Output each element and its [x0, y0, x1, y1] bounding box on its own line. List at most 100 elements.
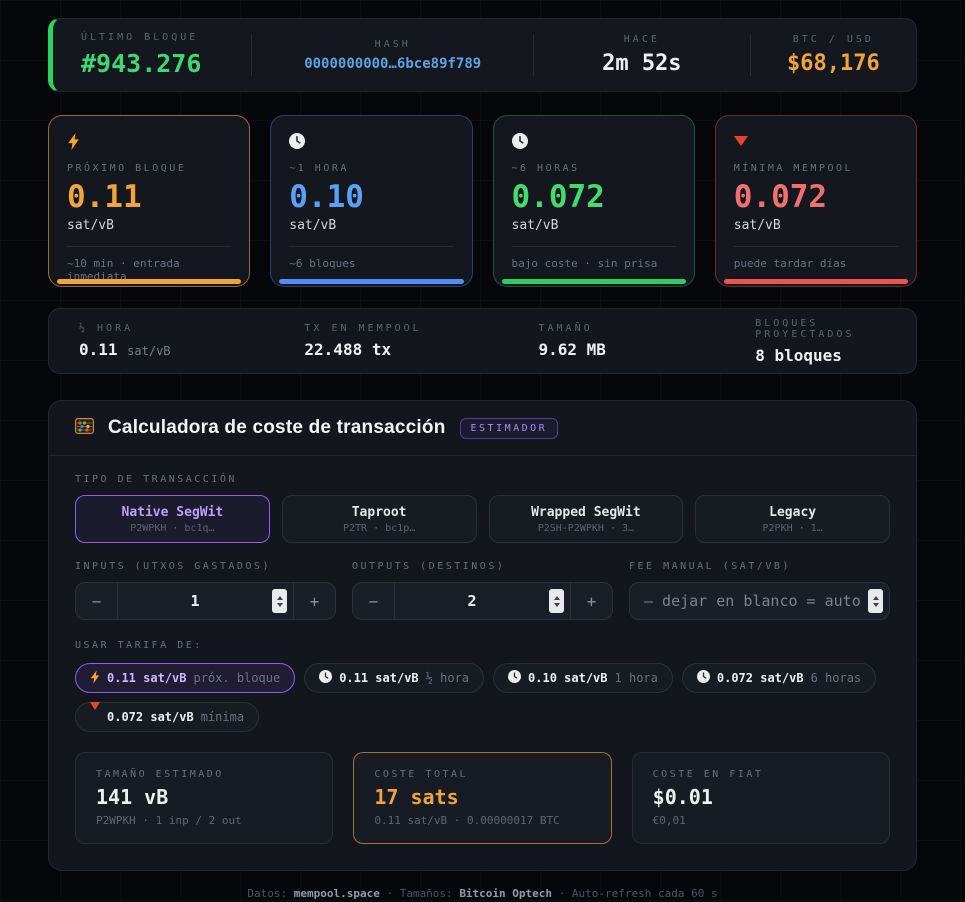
inputs-stepper: − + — [75, 582, 336, 620]
divider — [749, 34, 751, 76]
tariff-chips: 0.11 sat/vB próx. bloque 0.11 sat/vB ½ h… — [75, 663, 890, 732]
fee-card-label: MÍNIMA MEMPOOL — [733, 163, 854, 174]
tx-type-sub: P2PKH · 1… — [762, 522, 823, 534]
fee-card-minimum: MÍNIMA MEMPOOL 0.072 sat/vB puede tardar… — [714, 115, 917, 287]
chip-suffix: 6 horas — [810, 671, 862, 685]
outputs-decrement-button[interactable]: − — [353, 583, 395, 619]
time-ago-value: 2m 52s — [602, 51, 682, 76]
accent-bar — [501, 279, 686, 284]
tx-type-name: Native SegWit — [121, 504, 224, 520]
footer: Datos: mempool.space · Tamaños: Bitcoin … — [48, 887, 917, 900]
estimator-badge: ESTIMADOR — [459, 417, 559, 439]
fee-card-note: puede tardar días — [733, 257, 847, 270]
footer-mid: · Tamaños: — [379, 887, 460, 900]
tx-type-name: Wrapped SegWit — [531, 504, 641, 520]
fee-cards-row: PRÓXIMO BLOQUE 0.11 sat/vB ~10 min · ent… — [48, 115, 917, 287]
chip-value: 0.11 sat/vB — [107, 671, 187, 685]
fee-card-6-hours: ~6 HORAS 0.072 sat/vB bajo coste · sin p… — [492, 115, 695, 287]
fee-card-unit: sat/vB — [67, 218, 114, 233]
divider — [733, 246, 898, 247]
divider — [511, 246, 676, 247]
result-total-cost: COSTE TOTAL 17 sats 0.11 sat/vB · 0.0000… — [353, 752, 612, 844]
tx-type-wrapped-segwit[interactable]: Wrapped SegWit P2SH-P2WPKH · 3… — [488, 495, 684, 543]
fee-card-1-hour: ~1 HORA 0.10 sat/vB ~6 bloques — [270, 115, 473, 287]
stat-half-hour: ½ HORA 0.11 sat/vB — [49, 323, 274, 359]
number-spinner[interactable] — [549, 589, 564, 613]
tx-type-taproot[interactable]: Taproot P2TR · bc1p… — [281, 495, 477, 543]
calculator-header: Calculadora de coste de transacción ESTI… — [49, 401, 916, 456]
tariff-chip-1-hour[interactable]: 0.10 sat/vB 1 hora — [493, 663, 673, 693]
tariff-chip-next-block[interactable]: 0.11 sat/vB próx. bloque — [75, 663, 296, 693]
stat-value: 9.62 MB — [538, 340, 606, 359]
chip-value: 0.11 sat/vB — [339, 671, 419, 685]
chip-value: 0.072 sat/vB — [107, 710, 194, 724]
chip-suffix: mínima — [200, 710, 245, 724]
stat-label: TAMAÑO — [538, 323, 593, 334]
lightning-icon — [90, 669, 100, 687]
btc-price-label: BTC / USD — [792, 34, 874, 45]
chip-value: 0.072 sat/vB — [716, 671, 804, 685]
outputs-stepper: − + — [352, 582, 613, 620]
fee-card-label: ~1 HORA — [289, 163, 349, 174]
result-value: 141 vB — [96, 785, 169, 809]
result-label: COSTE EN FIAT — [652, 769, 764, 780]
last-block-label: ÚLTIMO BLOQUE — [81, 32, 199, 43]
inputs-value-area — [118, 589, 293, 613]
lightning-icon — [67, 132, 231, 150]
tx-type-row: Native SegWit P2WPKH · bc1q… Taproot P2T… — [75, 495, 890, 543]
result-estimated-size: TAMAÑO ESTIMADO 141 vB P2WPKH · 1 inp / … — [75, 752, 334, 844]
time-ago-label: HACE — [623, 34, 660, 45]
fee-manual-value-area — [630, 589, 889, 613]
chip-suffix: próx. bloque — [193, 671, 281, 685]
fee-card-value: 0.072 — [511, 179, 605, 215]
tx-type-sub: P2WPKH · bc1q… — [130, 522, 215, 534]
tariff-chip-minimum[interactable]: 0.072 sat/vB mínima — [75, 702, 260, 732]
btc-price-stat: BTC / USD $68,176 — [751, 34, 916, 76]
fee-card-value: 0.072 — [733, 179, 828, 215]
outputs-value-input[interactable] — [395, 592, 549, 610]
clock-icon — [319, 670, 333, 686]
accent-bar — [723, 279, 908, 284]
tx-type-native-segwit[interactable]: Native SegWit P2WPKH · bc1q… — [75, 495, 270, 543]
result-label: COSTE TOTAL — [374, 769, 469, 780]
clock-icon — [508, 670, 522, 686]
calculator-body: TIPO DE TRANSACCIÓN Native SegWit P2WPKH… — [49, 456, 916, 870]
tariff-chip-half-hour[interactable]: 0.11 sat/vB ½ hora — [304, 663, 485, 693]
tx-type-section-label: TIPO DE TRANSACCIÓN — [75, 474, 237, 485]
divider — [67, 246, 232, 247]
abacus-icon — [75, 418, 94, 438]
clock-icon — [511, 132, 676, 150]
inputs-decrement-button[interactable]: − — [76, 583, 118, 619]
result-value: $0.01 — [652, 785, 713, 809]
triangle-down-icon — [733, 132, 898, 150]
fee-manual-input[interactable] — [630, 592, 868, 610]
inputs-label: INPUTS (UTXOS GASTADOS) — [75, 561, 271, 572]
btc-price-value: $68,176 — [786, 51, 880, 76]
status-bar: ÚLTIMO BLOQUE #943.276 HASH 0000000000…6… — [48, 18, 917, 92]
divider — [251, 34, 253, 76]
stat-tx-count: TX EN MEMPOOL 22.488 tx — [274, 323, 508, 359]
tx-type-name: Legacy — [769, 504, 817, 520]
outputs-field-group: OUTPUTS (DESTINOS) − + — [352, 561, 613, 620]
result-value: 17 sats — [374, 785, 459, 809]
inputs-field-group: INPUTS (UTXOS GASTADOS) − + — [75, 561, 336, 620]
inputs-increment-button[interactable]: + — [293, 583, 335, 619]
chip-suffix: ½ hora — [425, 671, 470, 685]
tx-type-legacy[interactable]: Legacy P2PKH · 1… — [695, 495, 890, 543]
inputs-value-input[interactable] — [118, 592, 272, 610]
number-spinner[interactable] — [272, 589, 287, 613]
stat-label: ½ HORA — [79, 323, 134, 334]
tariff-chip-6-hours[interactable]: 0.072 sat/vB 6 horas — [681, 663, 877, 693]
accent-bar — [57, 279, 242, 284]
number-spinner[interactable] — [868, 589, 883, 613]
outputs-increment-button[interactable]: + — [570, 583, 612, 619]
mempool-stats-strip: ½ HORA 0.11 sat/vB TX EN MEMPOOL 22.488 … — [48, 308, 917, 374]
fee-card-label: PRÓXIMO BLOQUE — [67, 163, 187, 174]
fee-card-note: bajo coste · sin prisa — [511, 257, 658, 270]
time-ago-stat: HACE 2m 52s — [534, 34, 750, 76]
result-label: TAMAÑO ESTIMADO — [96, 769, 224, 780]
stat-value: 8 bloques — [755, 345, 842, 365]
stat-projected-blocks: BLOQUES PROYECTADOS 8 bloques — [725, 318, 916, 365]
divider — [289, 246, 454, 247]
stat-value: 22.488 tx — [304, 340, 392, 359]
